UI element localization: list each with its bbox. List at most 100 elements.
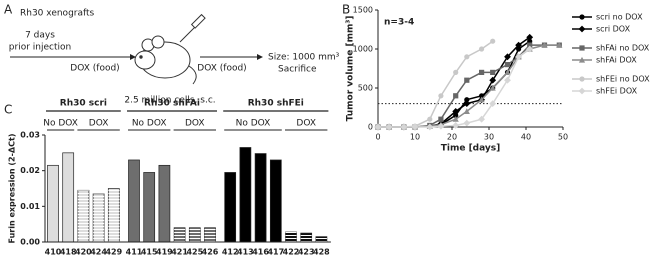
x-tick-label: 410: [45, 248, 62, 257]
x-tick-label: 429: [105, 248, 122, 257]
x-tick-label: 423: [298, 248, 315, 257]
x-tick-label: 418: [60, 248, 77, 257]
x-tick-label: 40: [521, 133, 531, 142]
x-tick-label: 424: [90, 248, 107, 257]
marker: [527, 42, 533, 48]
marker: [437, 122, 445, 130]
marker: [438, 116, 444, 122]
group-label: Rh30 shFAi: [144, 99, 200, 109]
marker: [478, 115, 485, 123]
bar-hatch: [174, 227, 186, 242]
y-tick-label: 1500: [353, 6, 373, 15]
legend-marker: [579, 14, 585, 20]
y-tick-label: 1000: [353, 45, 373, 54]
legend-label: scri DOX: [596, 25, 631, 34]
y-tick-label: 0.01: [20, 202, 40, 211]
subgroup-label: DOX: [185, 119, 205, 129]
marker: [452, 108, 460, 115]
bar-hatch: [93, 193, 105, 242]
legend-label: shFEi no DOX: [596, 75, 650, 84]
mouse-icon: [134, 13, 206, 85]
bar: [158, 164, 171, 243]
diagram-text: 7 days: [25, 31, 55, 41]
y-tick-label: 0.03: [20, 131, 40, 140]
panel-letter: B: [342, 3, 350, 17]
marker: [426, 123, 434, 131]
marker: [463, 119, 471, 127]
marker: [489, 84, 496, 91]
y-tick-label: 0: [368, 123, 373, 132]
legend-label: scri no DOX: [596, 13, 643, 22]
y-axis-label: Tumor volume [mm³]: [346, 16, 356, 122]
legend-label: shFAi no DOX: [596, 44, 650, 53]
marker: [556, 42, 563, 48]
subgroup-label: DOX: [296, 119, 316, 129]
marker: [489, 76, 497, 84]
x-tick-label: 413: [237, 248, 254, 257]
x-tick-label: 10: [410, 133, 420, 142]
marker: [516, 46, 522, 52]
x-tick-label: 412: [222, 248, 239, 257]
bar: [254, 153, 267, 243]
bar: [47, 164, 59, 243]
bar-hatch: [204, 227, 216, 242]
marker: [504, 69, 511, 75]
x-tick-label: 50: [558, 133, 568, 142]
group-label: Rh30 shFEi: [248, 99, 304, 109]
marker: [504, 62, 511, 68]
marker: [464, 77, 470, 83]
legend-marker: [578, 56, 586, 63]
bar: [62, 152, 75, 243]
x-tick-label: 415: [141, 248, 158, 257]
marker: [489, 100, 497, 107]
bar-hatch: [300, 233, 312, 242]
legend-label: shFAi DOX: [596, 56, 637, 65]
legend-marker: [579, 76, 585, 82]
bar-hatch: [189, 227, 201, 242]
bar-hatch: [108, 188, 120, 242]
marker: [504, 53, 511, 61]
legend-label: shFEi DOX: [596, 87, 638, 96]
marker: [504, 76, 511, 84]
x-tick-label: 425: [186, 248, 203, 257]
marker: [479, 69, 485, 75]
x-axis-label: Time [days]: [441, 144, 501, 154]
bar: [239, 147, 252, 243]
legend-marker: [578, 25, 586, 33]
bar-hatch: [285, 232, 297, 242]
marker: [452, 122, 460, 129]
marker: [526, 45, 534, 53]
bar-hatch: [315, 236, 327, 242]
marker: [490, 69, 496, 75]
marker: [427, 116, 433, 122]
subgroup-label: No DOX: [43, 119, 78, 129]
diagram-text: Size: 1000 mm³: [268, 53, 340, 63]
panel-letter: A: [4, 3, 13, 17]
marker: [463, 100, 471, 107]
bar-hatch: [77, 190, 89, 242]
diagram-text: 2.5 million cells, s.c.: [124, 96, 215, 106]
marker: [515, 53, 522, 61]
x-tick-label: 0: [375, 133, 380, 142]
marker: [490, 38, 496, 44]
x-tick-label: 411: [126, 248, 143, 257]
subgroup-label: No DOX: [132, 119, 167, 129]
marker: [479, 46, 485, 52]
panel-letter: C: [4, 103, 12, 117]
x-tick-label: 417: [267, 248, 284, 257]
marker: [464, 97, 470, 103]
y-tick-label: 500: [358, 84, 373, 93]
diagram-text: Sacrifice: [278, 65, 317, 75]
marker: [385, 123, 393, 131]
group-label: Rh30 scri: [60, 99, 107, 109]
diagram-text: prior injection: [9, 43, 71, 53]
bar: [224, 172, 237, 243]
x-tick-label: 421: [171, 248, 188, 257]
marker: [411, 123, 419, 131]
series-line: [378, 40, 494, 128]
marker: [453, 112, 459, 118]
marker: [400, 123, 408, 131]
marker: [374, 123, 382, 131]
marker: [541, 42, 548, 48]
